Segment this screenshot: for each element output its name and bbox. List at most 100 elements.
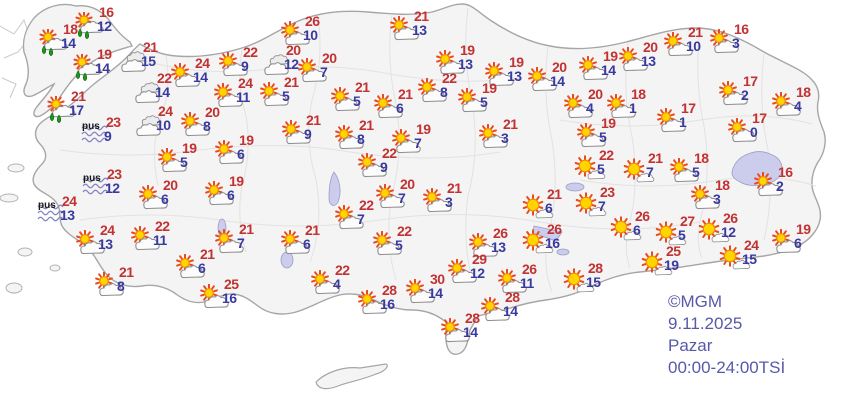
high-temp: 19 bbox=[97, 46, 112, 62]
low-temp: 1 bbox=[629, 100, 637, 116]
sun-icon bbox=[641, 251, 673, 276]
fog-label: pus bbox=[83, 173, 101, 184]
low-temp: 12 bbox=[470, 265, 485, 281]
high-temp: 22 bbox=[397, 223, 412, 239]
sun-cloud-icon bbox=[406, 279, 435, 304]
low-temp: 3 bbox=[501, 130, 509, 146]
low-temp: 16 bbox=[380, 296, 395, 312]
weather-station: 21 5 bbox=[330, 79, 392, 119]
weather-station: 18 1 bbox=[606, 86, 668, 126]
low-temp: 5 bbox=[480, 94, 488, 110]
weather-station: 17 2 bbox=[718, 73, 780, 113]
low-temp: 15 bbox=[586, 274, 601, 290]
low-temp: 4 bbox=[794, 98, 802, 114]
high-temp: 19 bbox=[239, 132, 254, 148]
sun-cloud-icon bbox=[607, 94, 636, 119]
low-temp: 9 bbox=[241, 58, 249, 74]
low-temp: 16 bbox=[222, 290, 237, 306]
weather-station: 20 6 bbox=[138, 177, 200, 217]
high-temp: 26 bbox=[522, 261, 537, 277]
low-temp: 8 bbox=[440, 84, 448, 100]
sun-cloud-icon bbox=[485, 62, 514, 87]
sun-cloud-icon bbox=[158, 148, 187, 173]
weather-station: 18 3 bbox=[690, 177, 752, 217]
high-temp: 23 bbox=[600, 184, 615, 200]
low-temp: 14 bbox=[550, 73, 565, 89]
high-temp: 21 bbox=[143, 39, 158, 55]
weather-station: 28 15 bbox=[563, 260, 625, 300]
low-temp: 5 bbox=[353, 93, 361, 109]
low-temp: 5 bbox=[597, 161, 605, 177]
sun-cloud-icon bbox=[335, 125, 364, 150]
sun-icon bbox=[563, 268, 595, 293]
sun-cloud-icon bbox=[374, 94, 403, 119]
weather-station: 27 5 bbox=[655, 213, 717, 253]
high-temp: 17 bbox=[681, 100, 696, 116]
weather-station: 20 14 bbox=[527, 59, 589, 99]
weather-station: 21 6 bbox=[522, 186, 584, 226]
weather-station: 21 17 bbox=[46, 88, 108, 128]
high-temp: 22 bbox=[599, 147, 614, 163]
high-temp: 21 bbox=[306, 112, 321, 128]
low-temp: 14 bbox=[601, 62, 616, 78]
weather-station: 23 7 bbox=[575, 184, 637, 224]
low-temp: 1 bbox=[679, 114, 687, 130]
high-temp: 29 bbox=[472, 251, 487, 267]
sun-cloud-icon bbox=[219, 52, 248, 77]
sun-icon bbox=[522, 229, 554, 254]
weather-station: 19 14 bbox=[578, 48, 640, 88]
high-temp: 20 bbox=[643, 39, 658, 55]
high-temp: 26 bbox=[547, 221, 562, 237]
weather-station: 26 16 bbox=[522, 221, 584, 261]
high-temp: 24 bbox=[100, 222, 115, 238]
high-temp: 18 bbox=[694, 150, 709, 166]
high-temp: 27 bbox=[680, 213, 695, 229]
high-temp: 24 bbox=[195, 55, 210, 71]
low-temp: 13 bbox=[60, 207, 75, 223]
weather-station: 19 13 bbox=[484, 54, 546, 94]
lakes bbox=[217, 151, 783, 269]
weather-station: 20 12 bbox=[261, 42, 323, 82]
sun-cloud-icon bbox=[670, 158, 699, 183]
weather-station: 21 8 bbox=[334, 117, 396, 157]
weather-station: 24 11 bbox=[213, 75, 275, 115]
weather-station: 22 9 bbox=[357, 145, 419, 185]
high-temp: 16 bbox=[99, 4, 114, 20]
cloud-icon bbox=[121, 51, 147, 73]
weather-station: pus 23 9 bbox=[81, 114, 143, 154]
low-temp: 14 bbox=[428, 285, 443, 301]
low-temp: 8 bbox=[357, 131, 365, 147]
sun-cloud-icon bbox=[390, 16, 419, 41]
weather-station: 16 12 bbox=[74, 4, 136, 44]
low-temp: 0 bbox=[750, 124, 758, 140]
high-temp: 21 bbox=[119, 264, 134, 280]
low-temp: 11 bbox=[153, 232, 167, 248]
low-temp: 13 bbox=[491, 239, 506, 255]
low-temp: 6 bbox=[161, 191, 169, 207]
high-temp: 25 bbox=[224, 276, 239, 292]
high-temp: 26 bbox=[305, 13, 320, 29]
low-temp: 11 bbox=[520, 275, 534, 291]
low-temp: 10 bbox=[303, 27, 318, 43]
low-temp: 5 bbox=[692, 164, 700, 180]
low-temp: 5 bbox=[395, 237, 403, 253]
low-temp: 5 bbox=[282, 88, 290, 104]
low-temp: 15 bbox=[141, 53, 156, 69]
rain-icon bbox=[75, 12, 104, 40]
cloud-icon bbox=[135, 82, 161, 104]
sun-cloud-icon bbox=[335, 205, 364, 230]
sun-cloud-icon bbox=[392, 129, 421, 154]
sun-cloud-icon bbox=[215, 229, 244, 254]
weather-station: 26 10 bbox=[280, 13, 342, 53]
sun-icon bbox=[698, 218, 730, 243]
low-temp: 6 bbox=[545, 200, 553, 216]
high-temp: 21 bbox=[503, 116, 518, 132]
sun-cloud-icon bbox=[215, 140, 244, 165]
rain-icon bbox=[47, 96, 76, 124]
low-temp: 9 bbox=[104, 128, 112, 144]
high-temp: 18 bbox=[63, 21, 78, 37]
high-temp: 18 bbox=[715, 177, 730, 193]
low-temp: 13 bbox=[507, 68, 522, 84]
sun-cloud-icon bbox=[754, 172, 783, 197]
low-temp: 14 bbox=[95, 60, 110, 76]
